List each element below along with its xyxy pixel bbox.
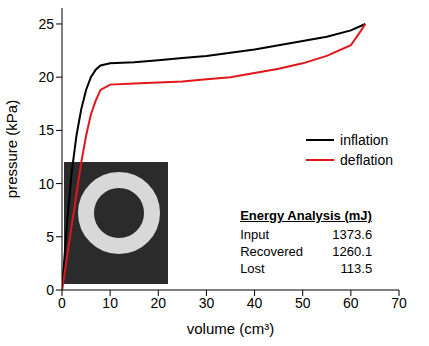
html-text:1373.6: 1373.6 bbox=[332, 227, 373, 242]
html-text:Energy Analysis (mJ): Energy Analysis (mJ) bbox=[240, 208, 372, 223]
svg-text:20: 20 bbox=[38, 69, 54, 85]
svg-text:10: 10 bbox=[38, 176, 54, 192]
svg-text:20: 20 bbox=[150, 295, 166, 311]
svg-text:volume (cm³): volume (cm³) bbox=[187, 320, 275, 337]
html-text:deflation: deflation bbox=[340, 152, 393, 169]
svg-text:25: 25 bbox=[38, 16, 54, 32]
svg-text:0: 0 bbox=[46, 282, 54, 298]
html-text:Input: Input bbox=[240, 227, 269, 242]
html-text:Recovered: Recovered bbox=[240, 244, 303, 259]
svg-text:60: 60 bbox=[343, 295, 359, 311]
svg-text:pressure (kPa): pressure (kPa) bbox=[3, 100, 20, 198]
html-text:1260.1: 1260.1 bbox=[332, 244, 373, 259]
svg-text:50: 50 bbox=[295, 295, 311, 311]
svg-text:0: 0 bbox=[58, 295, 66, 311]
html-text:Lost: Lost bbox=[240, 261, 265, 276]
svg-text:40: 40 bbox=[247, 295, 263, 311]
html-text:113.5: 113.5 bbox=[340, 261, 373, 276]
svg-text:15: 15 bbox=[38, 122, 54, 138]
html-text:inflation: inflation bbox=[340, 132, 389, 149]
svg-text:10: 10 bbox=[102, 295, 118, 311]
svg-text:70: 70 bbox=[391, 295, 407, 311]
svg-text:5: 5 bbox=[46, 229, 54, 245]
svg-text:30: 30 bbox=[199, 295, 215, 311]
